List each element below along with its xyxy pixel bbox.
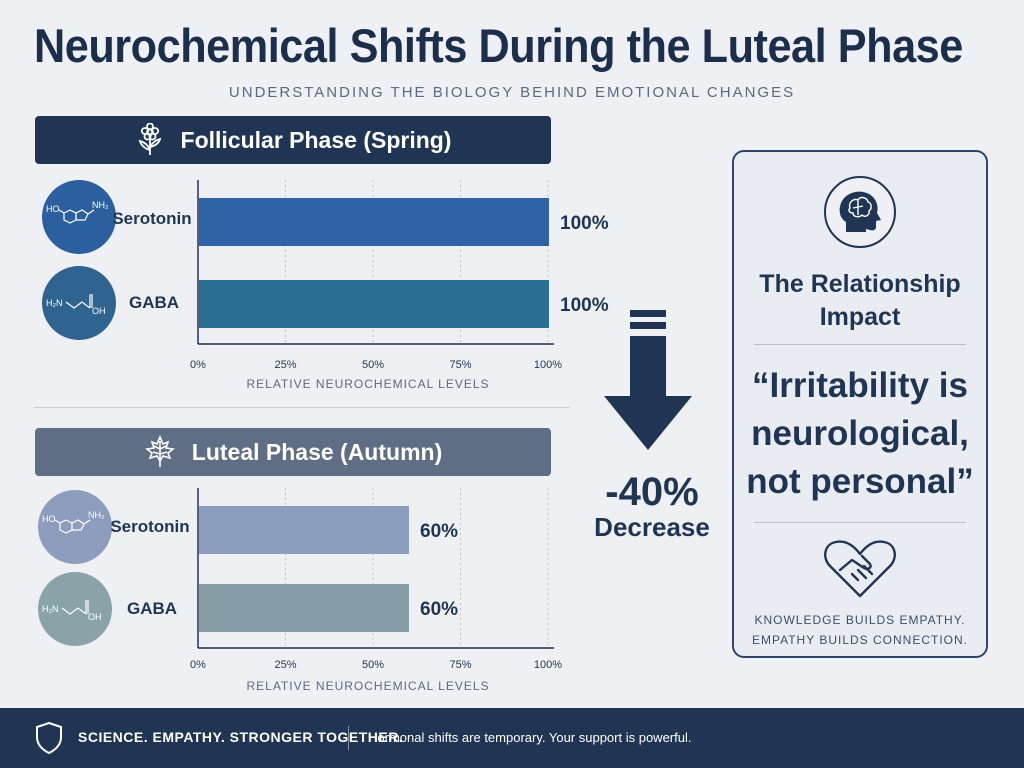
shield-icon — [36, 721, 62, 755]
gaba-molecule-follicular: H₂N OH — [42, 266, 116, 340]
svg-text:H₂N: H₂N — [42, 604, 59, 614]
data-label: 60% — [420, 599, 458, 620]
gaba-structure-icon: H₂N OH — [46, 294, 106, 316]
svg-text:NH₂: NH₂ — [88, 510, 105, 520]
relationship-impact-card: The Relationship Impact “Irritability is… — [732, 150, 988, 658]
svg-text:OH: OH — [92, 306, 106, 316]
bar-gaba-luteal — [199, 584, 409, 632]
data-label: 60% — [420, 521, 458, 542]
change-percent: -40% — [605, 470, 699, 514]
gaba-molecule-luteal: H₂N OH — [38, 572, 112, 646]
serotonin-molecule-follicular: HO NH₂ — [42, 180, 116, 254]
leaf-icon — [144, 435, 175, 467]
brain-head-icon — [824, 176, 896, 248]
x-tick-label: 75% — [449, 359, 471, 371]
heart-handshake-icon — [824, 540, 896, 598]
serotonin-structure-icon: HO NH₂ — [46, 200, 109, 224]
svg-text:H₂N: H₂N — [46, 298, 63, 308]
x-tick-label: 100% — [534, 659, 562, 671]
neurochemical-bar-charts: 0% 25% 50% 75% 100% 100% 100% 0% 25% 50% 75% 100% 60… — [190, 180, 609, 671]
svg-text:NH₂: NH₂ — [92, 200, 109, 210]
svg-text:HO: HO — [46, 204, 60, 214]
x-tick-label: 50% — [362, 359, 384, 371]
x-tick-label: 100% — [534, 359, 562, 371]
category-label-gaba-follicular: GABA — [128, 293, 180, 312]
card-quote-line: neurological, — [751, 414, 969, 453]
card-footnote-line: KNOWLEDGE BUILDS EMPATHY. — [754, 613, 966, 627]
bar-gaba-follicular — [199, 280, 549, 328]
x-tick-label: 50% — [362, 659, 384, 671]
card-title-line: Impact — [819, 303, 901, 331]
data-label: 100% — [560, 295, 609, 316]
footer-message: Hormonal shifts are temporary. Your supp… — [368, 730, 692, 745]
card-divider — [754, 344, 966, 345]
bar-serotonin-follicular — [199, 198, 549, 246]
follicular-phase-title: Follicular Phase (Spring) — [180, 126, 452, 153]
gaba-structure-icon: H₂N OH — [42, 600, 102, 622]
category-label-serotonin-follicular: Serotonin — [112, 209, 192, 228]
card-title-line: The Relationship — [759, 270, 961, 298]
page-title: Neurochemical Shifts During the Luteal P… — [34, 19, 963, 72]
serotonin-molecule-luteal: HO NH₂ — [38, 490, 112, 564]
x-tick-label: 75% — [449, 659, 471, 671]
svg-text:OH: OH — [88, 612, 102, 622]
section-divider — [34, 407, 570, 408]
x-tick-label: 0% — [190, 359, 206, 371]
decrease-arrow-icon — [604, 310, 692, 450]
footer-tagline: SCIENCE. EMPATHY. STRONGER TOGETHER. — [78, 729, 404, 745]
card-divider — [754, 522, 966, 523]
card-footnote: KNOWLEDGE BUILDS EMPATHY. EMPATHY BUILDS… — [734, 610, 986, 650]
luteal-phase-header: Luteal Phase (Autumn) — [35, 428, 551, 476]
svg-text:HO: HO — [42, 514, 56, 524]
bar-serotonin-luteal — [199, 506, 409, 554]
luteal-phase-title: Luteal Phase (Autumn) — [191, 438, 443, 465]
footer-bar: SCIENCE. EMPATHY. STRONGER TOGETHER. Hor… — [0, 708, 1024, 768]
category-label-serotonin-luteal: Serotonin — [110, 517, 190, 536]
category-label-gaba-luteal: GABA — [126, 599, 178, 618]
serotonin-structure-icon: HO NH₂ — [42, 510, 105, 534]
flower-icon — [138, 123, 161, 155]
x-tick-label: 0% — [190, 659, 206, 671]
x-axis-label-luteal: RELATIVE NEUROCHEMICAL LEVELS — [246, 679, 490, 693]
card-title: The Relationship Impact — [734, 268, 986, 334]
card-footnote-line: EMPATHY BUILDS CONNECTION. — [751, 633, 969, 647]
card-quote-line: not personal” — [746, 462, 974, 501]
x-axis-label-follicular: RELATIVE NEUROCHEMICAL LEVELS — [246, 377, 490, 391]
x-tick-label: 25% — [274, 359, 296, 371]
footer-separator — [348, 726, 349, 750]
page-subtitle: UNDERSTANDING THE BIOLOGY BEHIND EMOTION… — [228, 84, 796, 101]
card-quote: “Irritability is neurological, not perso… — [734, 362, 986, 506]
x-tick-label: 25% — [274, 659, 296, 671]
card-quote-line: “Irritability is — [752, 366, 968, 405]
data-label: 100% — [560, 213, 609, 234]
change-label: Decrease — [594, 512, 710, 542]
follicular-phase-header: Follicular Phase (Spring) — [35, 116, 551, 164]
